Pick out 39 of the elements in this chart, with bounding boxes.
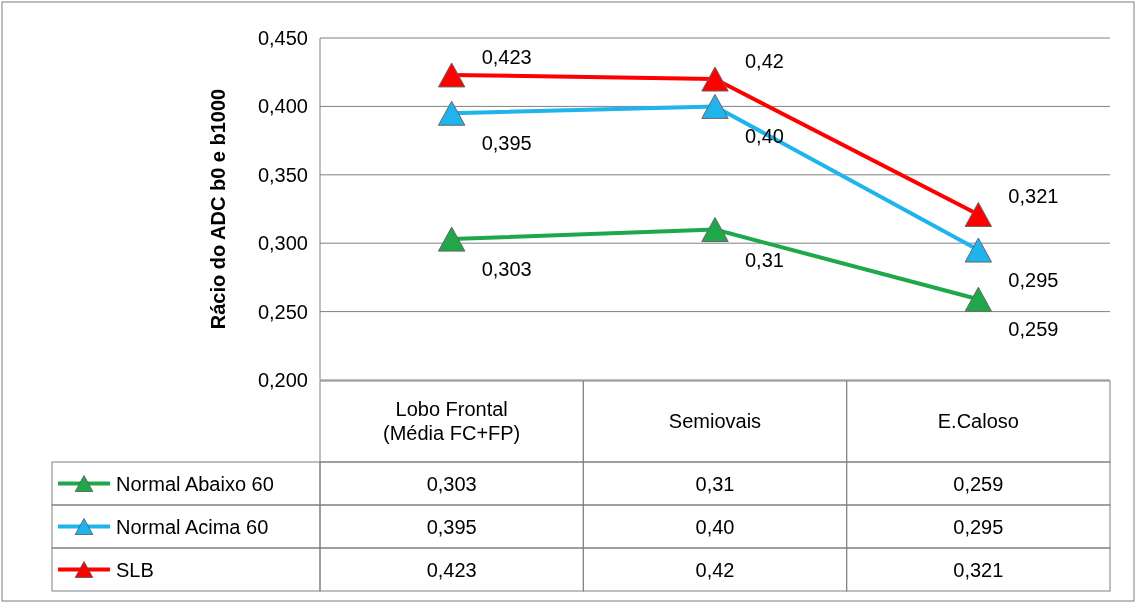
point [701, 93, 729, 119]
data-label: 0,423 [426, 558, 477, 581]
point [701, 66, 729, 92]
text: 0,321 [1008, 185, 1059, 208]
x-tick-label: Semiovais [668, 410, 762, 432]
data-label: 0,321 [953, 558, 1004, 581]
x-tick-label: Lobo Frontal (Média FC+FP) [383, 398, 521, 444]
data-label: 0,395 [426, 515, 477, 538]
point [437, 226, 466, 252]
point [964, 286, 993, 312]
text: 0,303 [481, 258, 532, 281]
y-tick-label: 0,300 [257, 232, 308, 255]
data-label: 0,40 [695, 515, 735, 538]
point [437, 100, 466, 126]
text: 0,42 [745, 50, 784, 73]
text: 0,259 [1008, 318, 1059, 341]
y-tick-label: 0,450 [257, 27, 308, 49]
text: 0,395 [481, 132, 532, 155]
y-tick-label: 0,250 [257, 300, 308, 323]
y-tick-label: 0,400 [257, 95, 308, 118]
y-tick-label: 0,200 [257, 369, 308, 391]
data-label: 0,295 [953, 515, 1004, 538]
point [701, 217, 729, 243]
text: 0,31 [745, 248, 784, 271]
text: 0,295 [1008, 269, 1059, 292]
legend-label: Normal Acima 60 [116, 515, 269, 538]
data-label: 0,259 [953, 472, 1004, 495]
x-tick-label: E.Caloso [937, 410, 1019, 432]
data-label: 0,42 [695, 558, 735, 581]
point [437, 62, 466, 88]
text: 0,423 [481, 45, 532, 68]
legend-label: Normal Abaixo 60 [116, 472, 274, 495]
data-label: 0,303 [426, 472, 477, 495]
point [964, 237, 993, 263]
point [964, 201, 993, 227]
legend-label: SLB [116, 558, 154, 581]
data-label: 0,31 [695, 472, 735, 495]
y-tick-label: 0,350 [257, 163, 308, 186]
y-axis-title: Rácio do ADC b0 e b1000 [207, 88, 229, 330]
